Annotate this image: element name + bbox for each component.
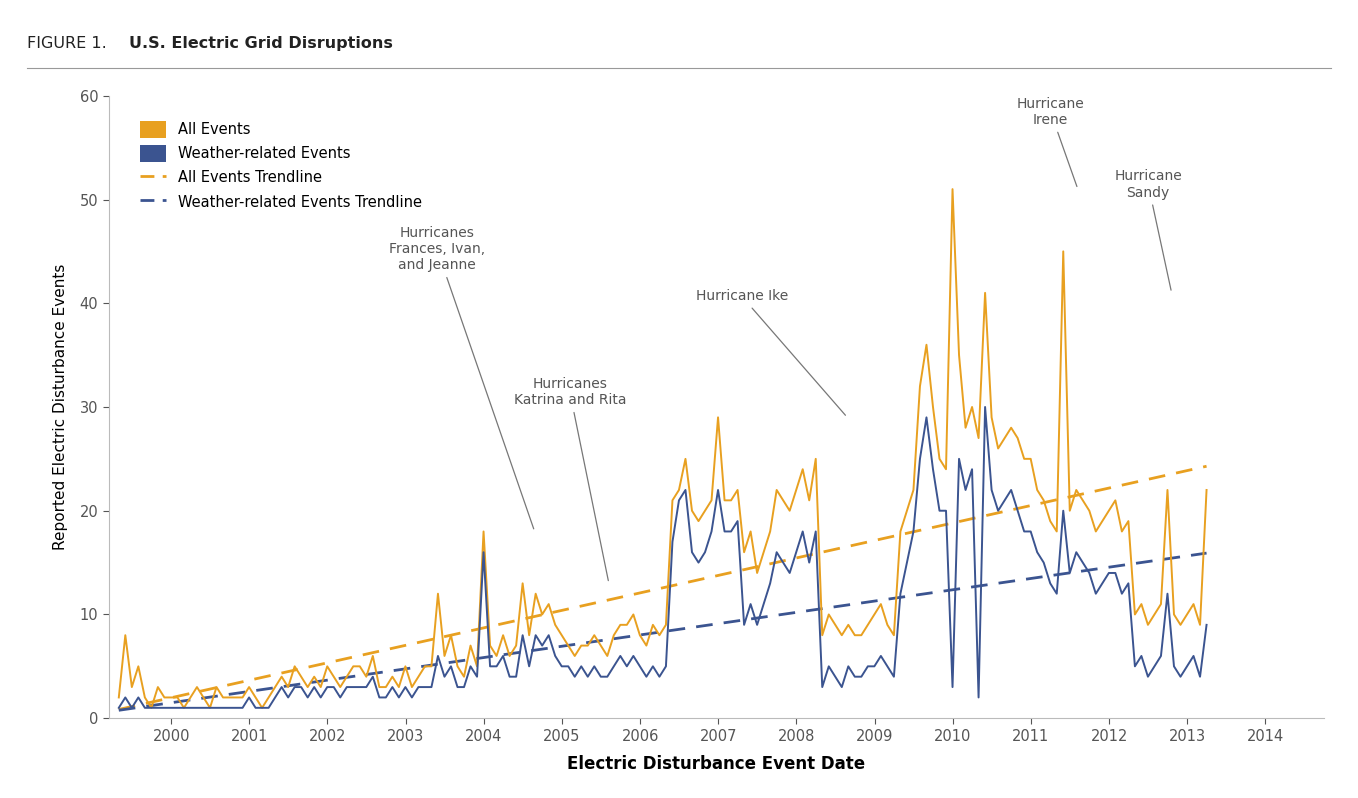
X-axis label: Electric Disturbance Event Date: Electric Disturbance Event Date — [568, 755, 865, 772]
Text: Hurricane
Irene: Hurricane Irene — [1017, 97, 1084, 187]
Text: Hurricanes
Frances, Ivan,
and Jeanne: Hurricanes Frances, Ivan, and Jeanne — [388, 226, 534, 529]
Legend: All Events, Weather-related Events, All Events Trendline, Weather-related Events: All Events, Weather-related Events, All … — [128, 109, 433, 222]
Text: U.S. Electric Grid Disruptions: U.S. Electric Grid Disruptions — [129, 36, 392, 51]
Text: Hurricanes
Katrina and Rita: Hurricanes Katrina and Rita — [513, 377, 626, 581]
Text: Hurricane Ike: Hurricane Ike — [695, 289, 846, 415]
Y-axis label: Reported Electric Disturbance Events: Reported Electric Disturbance Events — [53, 264, 68, 550]
Text: Hurricane
Sandy: Hurricane Sandy — [1115, 169, 1181, 290]
Text: FIGURE 1.: FIGURE 1. — [27, 36, 115, 51]
